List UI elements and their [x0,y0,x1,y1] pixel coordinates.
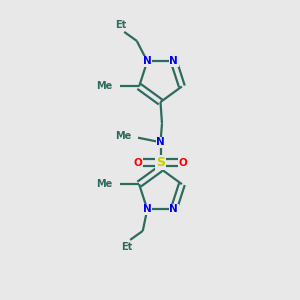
Text: Me: Me [96,82,112,92]
Text: N: N [143,56,152,66]
Text: Me: Me [96,179,112,189]
Text: N: N [143,204,152,214]
Text: S: S [156,156,165,169]
Text: Et: Et [116,20,127,30]
Text: N: N [156,137,165,147]
Text: O: O [178,158,188,168]
Text: N: N [169,204,178,214]
Text: N: N [169,56,178,66]
Text: Et: Et [122,242,133,251]
Text: Me: Me [115,131,131,141]
Text: O: O [134,158,142,168]
